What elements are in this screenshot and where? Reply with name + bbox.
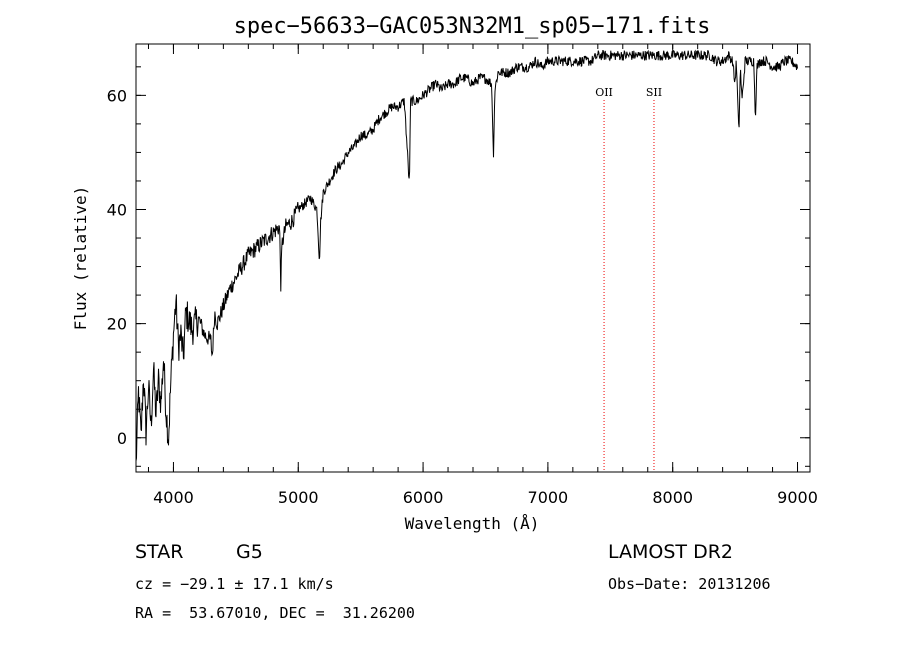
x-tick-label: 7000	[528, 488, 569, 507]
obs-date: Obs−Date: 20131206	[608, 575, 771, 593]
y-tick-label: 60	[107, 86, 127, 105]
line-marker-label: SII	[646, 86, 662, 99]
x-tick-label: 4000	[153, 488, 194, 507]
x-tick-label: 6000	[403, 488, 444, 507]
y-tick-label: 0	[117, 429, 127, 448]
x-tick-label: 8000	[652, 488, 693, 507]
y-tick-label: 20	[107, 315, 127, 334]
coordinates: RA = 53.67010, DEC = 31.26200	[135, 604, 415, 622]
y-axis-label: Flux (relative)	[71, 186, 90, 331]
survey-name: LAMOST DR2	[608, 541, 733, 563]
x-tick-label: 5000	[278, 488, 319, 507]
line-marker-label: OII	[595, 86, 613, 99]
redshift-readout: cz = −29.1 ± 17.1 km/s	[135, 575, 334, 593]
object-type: STAR	[135, 541, 184, 563]
plot-frame	[135, 43, 811, 473]
x-axis-label: Wavelength (Å)	[405, 514, 540, 533]
y-tick-label: 40	[107, 200, 127, 219]
spectral-class: G5	[236, 541, 263, 563]
x-tick-label: 9000	[777, 488, 818, 507]
flux-series-line	[135, 49, 798, 462]
chart-title: spec−56633−GAC053N32M1_sp05−171.fits	[234, 14, 711, 39]
plot-area: 4000 5000 6000 7000 8000 9000 0 20 40 60 OII SII	[107, 43, 818, 507]
